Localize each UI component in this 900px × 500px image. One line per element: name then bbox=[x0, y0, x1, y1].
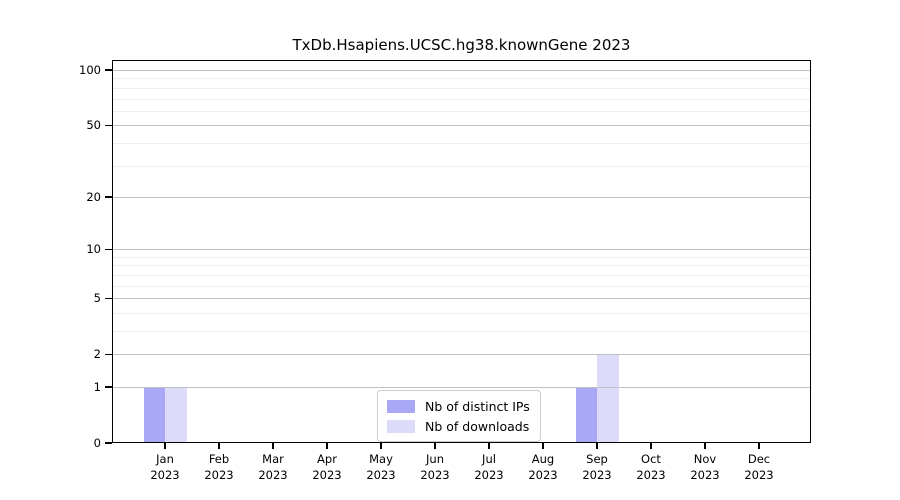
legend-item-downloads: Nb of downloads bbox=[387, 416, 530, 436]
bar-downloads bbox=[165, 387, 187, 443]
x-axis-tick bbox=[488, 443, 490, 449]
x-label-year: 2023 bbox=[150, 467, 180, 482]
x-axis-tick bbox=[542, 443, 544, 449]
plot-area bbox=[112, 60, 811, 443]
x-axis-tick-label: Apr 2023 bbox=[297, 452, 357, 483]
y-axis-tick bbox=[105, 353, 112, 355]
x-axis-tick bbox=[650, 443, 652, 449]
bar-distinct-ips bbox=[575, 387, 597, 443]
legend: Nb of distinct IPs Nb of downloads bbox=[377, 390, 541, 442]
x-label-month: Aug bbox=[531, 452, 555, 466]
y-axis-tick-label: 5 bbox=[93, 291, 101, 306]
x-axis-tick-label: Nov 2023 bbox=[675, 452, 735, 483]
legend-label-distinct-ips: Nb of distinct IPs bbox=[425, 398, 530, 414]
y-axis-tick-label: 100 bbox=[79, 63, 101, 77]
x-axis-tick bbox=[272, 443, 274, 449]
x-axis-tick-label: Jun 2023 bbox=[405, 452, 465, 483]
x-axis-tick bbox=[758, 443, 760, 449]
x-label-month: Jun bbox=[426, 452, 444, 466]
x-axis-tick bbox=[596, 443, 598, 449]
x-label-month: Oct bbox=[641, 452, 661, 466]
x-axis-tick-label: Jan 2023 bbox=[135, 452, 195, 483]
gridline-minor bbox=[112, 312, 811, 314]
legend-item-distinct-ips: Nb of distinct IPs bbox=[387, 396, 530, 416]
y-axis-tick-label: 20 bbox=[86, 189, 101, 204]
y-axis-tick-label: 50 bbox=[86, 118, 101, 133]
gridline-major bbox=[112, 196, 811, 199]
gridline-minor bbox=[112, 98, 811, 100]
x-label-month: Mar bbox=[262, 452, 284, 466]
x-label-month: May bbox=[369, 452, 393, 466]
y-axis-tick bbox=[105, 69, 112, 71]
x-axis-tick-label: Oct 2023 bbox=[621, 452, 681, 483]
bar-downloads bbox=[597, 354, 619, 443]
x-axis-tick-label: Dec 2023 bbox=[729, 452, 789, 483]
gridline-minor bbox=[112, 165, 811, 167]
x-label-year: 2023 bbox=[420, 467, 450, 482]
x-label-year: 2023 bbox=[366, 467, 396, 482]
gridline-major bbox=[112, 387, 811, 389]
x-label-year: 2023 bbox=[636, 467, 666, 482]
y-axis-tick bbox=[105, 196, 112, 198]
plot-frame bbox=[112, 60, 811, 443]
x-axis-tick bbox=[704, 443, 706, 449]
gridline-minor bbox=[112, 331, 811, 332]
y-axis-tick bbox=[105, 386, 112, 388]
x-label-year: 2023 bbox=[582, 467, 612, 482]
x-axis-tick bbox=[380, 443, 382, 449]
x-label-month: Sep bbox=[586, 452, 608, 466]
x-label-year: 2023 bbox=[474, 467, 504, 482]
x-label-year: 2023 bbox=[528, 467, 558, 482]
x-label-year: 2023 bbox=[690, 467, 720, 482]
y-axis-tick bbox=[105, 124, 112, 126]
x-label-year: 2023 bbox=[744, 467, 774, 482]
x-axis-tick-label: May 2023 bbox=[351, 452, 411, 483]
x-axis-tick bbox=[218, 443, 220, 449]
x-axis-tick-label: Aug 2023 bbox=[513, 452, 573, 483]
x-label-year: 2023 bbox=[258, 467, 288, 482]
gridline-minor bbox=[112, 274, 811, 276]
y-axis-tick bbox=[105, 248, 112, 250]
chart-title: TxDb.Hsapiens.UCSC.hg38.knownGene 2023 bbox=[292, 36, 631, 54]
gridline-major bbox=[112, 298, 811, 300]
gridline-major bbox=[112, 354, 811, 356]
bar-distinct-ips bbox=[143, 387, 165, 443]
y-axis-tick bbox=[105, 297, 112, 299]
gridline-major bbox=[112, 125, 811, 127]
x-label-month: Apr bbox=[317, 452, 337, 466]
gridline-minor bbox=[112, 87, 811, 89]
legend-swatch-distinct-ips-icon bbox=[387, 399, 415, 413]
x-label-year: 2023 bbox=[312, 467, 342, 482]
x-axis-tick-label: Feb 2023 bbox=[189, 452, 249, 483]
y-axis-tick-label: 2 bbox=[93, 347, 101, 362]
x-axis-tick-label: Sep 2023 bbox=[567, 452, 627, 483]
gridline-minor bbox=[112, 285, 811, 287]
x-label-month: Dec bbox=[747, 452, 771, 466]
gridline-minor bbox=[112, 110, 811, 112]
x-label-month: Feb bbox=[208, 452, 230, 466]
gridline-major bbox=[112, 70, 811, 72]
x-label-month: Nov bbox=[693, 452, 717, 466]
x-label-month: Jan bbox=[156, 452, 174, 466]
gridline-minor bbox=[112, 256, 811, 258]
y-axis-tick-label: 10 bbox=[86, 242, 101, 257]
x-axis-tick-label: Jul 2023 bbox=[459, 452, 519, 483]
x-label-month: Jul bbox=[482, 452, 496, 466]
y-axis-tick-label: 0 bbox=[93, 436, 101, 450]
gridline-minor bbox=[112, 78, 811, 80]
legend-swatch-downloads-icon bbox=[387, 419, 415, 433]
y-axis-tick bbox=[105, 442, 112, 444]
x-axis-tick bbox=[434, 443, 436, 449]
gridline-minor bbox=[112, 142, 811, 144]
y-axis-tick-label: 1 bbox=[93, 380, 101, 394]
gridline-minor bbox=[112, 265, 811, 267]
x-axis-tick bbox=[326, 443, 328, 449]
x-axis-tick-label: Mar 2023 bbox=[243, 452, 303, 483]
gridline-major bbox=[112, 249, 811, 251]
x-axis-tick bbox=[164, 443, 166, 449]
legend-label-downloads: Nb of downloads bbox=[425, 418, 530, 434]
x-label-year: 2023 bbox=[204, 467, 234, 482]
